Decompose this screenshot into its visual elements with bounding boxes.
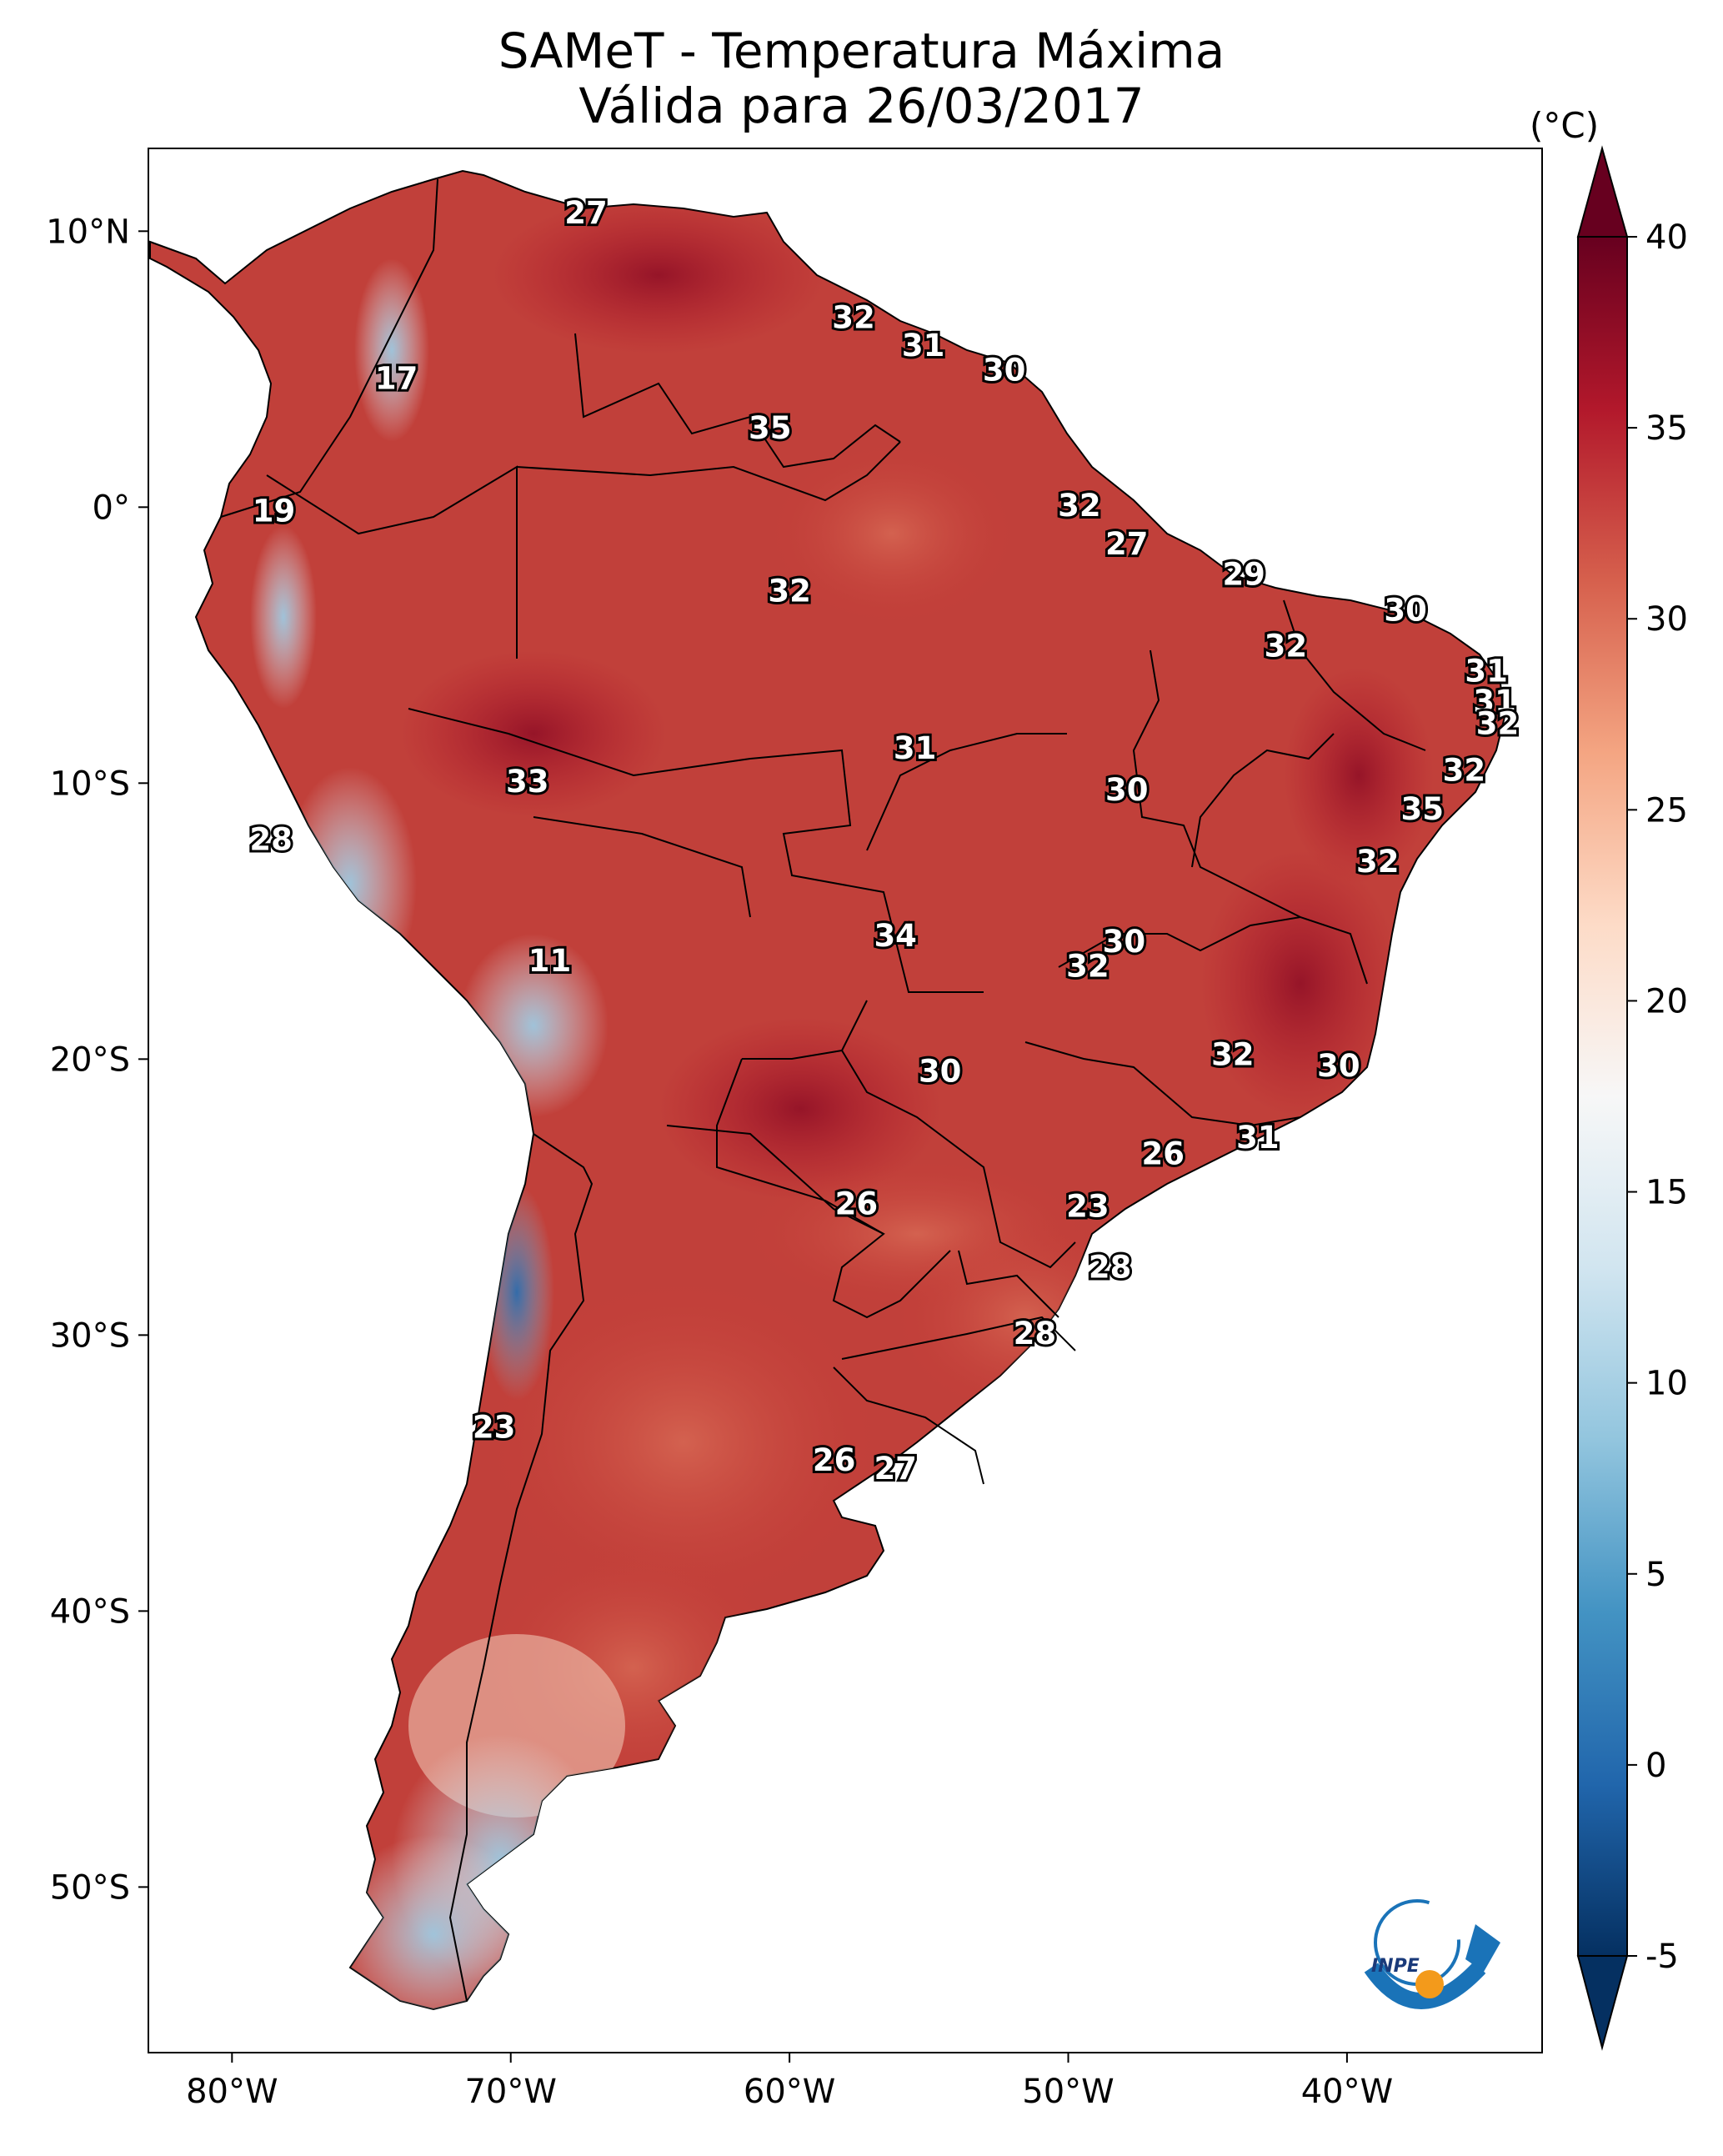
colorbar-tick-label: 5 xyxy=(1645,1556,1666,1594)
colorbar-tick-label: 0 xyxy=(1645,1747,1666,1785)
colorbar-unit: (°C) xyxy=(1530,105,1600,146)
station-temperature-label: 32 xyxy=(1066,949,1109,985)
station-temperature-label: 27 xyxy=(1105,526,1149,562)
inpe-logo-icon: INPE xyxy=(1364,1899,1500,2009)
lat-tick-label: 40°S xyxy=(50,1592,130,1631)
map-title: SAMeT - Temperatura Máxima Válida para 2… xyxy=(0,23,1723,133)
station-temperature-label: 31 xyxy=(1236,1120,1280,1156)
colorbar-tick-label: 30 xyxy=(1645,600,1688,639)
station-temperature-label: 27 xyxy=(874,1451,917,1487)
colorbar-bottom-triangle xyxy=(1576,1955,1629,2051)
station-temperature-label: 27 xyxy=(564,195,608,231)
station-temperature-label: 32 xyxy=(1356,844,1400,880)
station-temperature-label: 32 xyxy=(1265,629,1308,664)
colorbar-tick-label: 10 xyxy=(1645,1365,1688,1403)
station-temperature-label: 32 xyxy=(1443,753,1486,789)
station-temperature-label: 28 xyxy=(1089,1249,1132,1285)
colorbar-tick-label: -5 xyxy=(1645,1938,1679,1976)
lon-tick-label: 60°W xyxy=(744,2073,835,2111)
station-temperature-label: 35 xyxy=(749,410,792,446)
station-temperature-label: 30 xyxy=(1384,593,1427,629)
colorbar-tick-label: 40 xyxy=(1645,218,1688,257)
lat-tick-label: 10°S xyxy=(50,765,130,803)
lat-tick-label: 20°S xyxy=(50,1040,130,1079)
station-temperature-label: 32 xyxy=(832,300,875,336)
colorbar-tick-label: 35 xyxy=(1645,409,1688,448)
station-temperature-label: 23 xyxy=(473,1409,516,1445)
station-temperature-label: 29 xyxy=(1222,557,1265,593)
station-temperature-label: 32 xyxy=(1476,705,1520,741)
colorbar-tick-label: 15 xyxy=(1645,1174,1688,1212)
station-temperature-label: 28 xyxy=(1014,1316,1057,1351)
station-temperature-label: 30 xyxy=(1105,772,1149,808)
lat-tick-label: 10°N xyxy=(46,213,130,251)
station-temperature-label: 26 xyxy=(835,1186,879,1221)
station-temperature-label: 30 xyxy=(1103,924,1146,960)
lat-tick-label: 30°S xyxy=(50,1316,130,1355)
station-temperature-label: 28 xyxy=(249,821,293,857)
station-temperature-label: 32 xyxy=(1211,1037,1255,1073)
lon-tick-label: 70°W xyxy=(464,2073,556,2111)
station-temperature-label: 30 xyxy=(919,1053,962,1089)
lon-tick-label: 80°W xyxy=(186,2073,278,2111)
country-borders xyxy=(220,178,1426,2002)
colorbar-tick-label: 25 xyxy=(1645,791,1688,830)
colorbar: 40 35 30 25 20 15 10 5 0 -5 xyxy=(1576,145,1688,2051)
station-temperature-label: 30 xyxy=(983,353,1026,389)
station-temperature-label: 11 xyxy=(528,943,572,979)
map-axis-ticks: 10°N 0° 10°S 20°S 30°S 40°S 50°S 80°W 70°W 60°W 50… xyxy=(46,213,1393,2111)
station-temperature-label: 19 xyxy=(253,493,296,529)
station-temperature-label: 32 xyxy=(1058,488,1101,524)
station-temperature-label: 35 xyxy=(1400,791,1444,827)
lon-tick-label: 40°W xyxy=(1301,2073,1393,2111)
station-temperature-label: 17 xyxy=(375,361,418,397)
station-temperature-label: 23 xyxy=(1066,1189,1109,1225)
colorbar-gradient xyxy=(1577,236,1628,1957)
inpe-logo-text: INPE xyxy=(1371,1956,1420,1977)
station-temperature-label: 31 xyxy=(902,328,945,364)
station-temperature-label: 34 xyxy=(874,918,917,954)
colorbar-ticks: 40 35 30 25 20 15 10 5 0 -5 xyxy=(1627,218,1688,1976)
station-temperature-label: 30 xyxy=(1317,1048,1360,1084)
station-temperature-label: 26 xyxy=(813,1442,856,1478)
lat-tick-label: 0° xyxy=(93,489,130,527)
station-temperature-label: 26 xyxy=(1141,1136,1185,1172)
map-frame xyxy=(148,148,1543,2053)
title-line-1: SAMeT - Temperatura Máxima xyxy=(498,23,1225,79)
colorbar-tick-label: 20 xyxy=(1645,982,1688,1020)
lon-tick-label: 50°W xyxy=(1022,2073,1114,2111)
station-temperature-label: 31 xyxy=(894,730,937,766)
station-temperature-label: 33 xyxy=(506,764,549,800)
title-line-2: Válida para 26/03/2017 xyxy=(579,78,1144,134)
lat-tick-label: 50°S xyxy=(50,1868,130,1907)
station-temperature-label: 32 xyxy=(768,573,811,609)
colorbar-top-triangle xyxy=(1576,145,1629,238)
station-temperature-label: 31 xyxy=(1465,653,1508,689)
station-temperature-label: 31 xyxy=(1473,684,1516,720)
